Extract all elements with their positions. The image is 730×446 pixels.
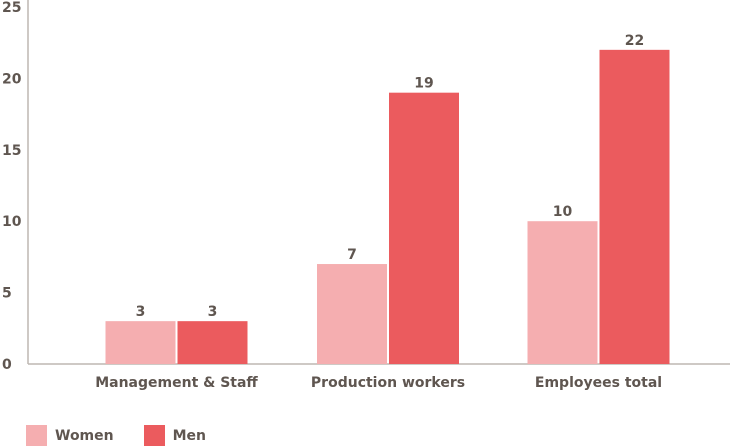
- legend-item-women: Women: [26, 425, 114, 446]
- y-tick-label: 0: [2, 357, 12, 373]
- legend-label-men: Men: [172, 427, 207, 444]
- bar-women: [105, 321, 176, 364]
- bar-men: [389, 92, 459, 365]
- bar-value-label: 3: [136, 304, 146, 320]
- category-label: Management & Staff: [95, 375, 258, 391]
- legend-swatch-women: [26, 425, 47, 446]
- legend-swatch-men: [143, 425, 165, 446]
- y-tick-label: 20: [2, 71, 22, 87]
- bar-value-label: 19: [414, 76, 433, 92]
- bar-men: [599, 49, 670, 365]
- y-tick-label: 10: [2, 214, 22, 230]
- bar-women: [317, 264, 387, 364]
- category-label: Production workers: [311, 375, 465, 391]
- category-labels: Management & Staff Production workers Empl…: [95, 375, 662, 391]
- bar-value-label: 10: [553, 204, 573, 220]
- legend-label-women: Women: [55, 427, 114, 444]
- legend: Women Men: [26, 425, 236, 446]
- y-tick-label: 15: [2, 143, 21, 159]
- y-tick-labels: 0 5 10 15 20 25: [2, 0, 22, 373]
- bar-value-label: 3: [208, 304, 218, 320]
- bar-value-label: 22: [625, 33, 644, 49]
- bar-value-label: 7: [347, 247, 357, 263]
- bar-women: [527, 221, 598, 364]
- bars: 3 3 7 19 10 22: [105, 33, 670, 365]
- y-tick-label: 25: [2, 0, 21, 16]
- y-tick-label: 5: [2, 286, 12, 302]
- bar-chart: 0 5 10 15 20 25 3 3 7 19 10 22 Management & Staff P…: [2, 0, 730, 391]
- bar-men: [177, 321, 248, 364]
- category-label: Employees total: [535, 375, 662, 391]
- legend-item-men: Men: [143, 425, 207, 446]
